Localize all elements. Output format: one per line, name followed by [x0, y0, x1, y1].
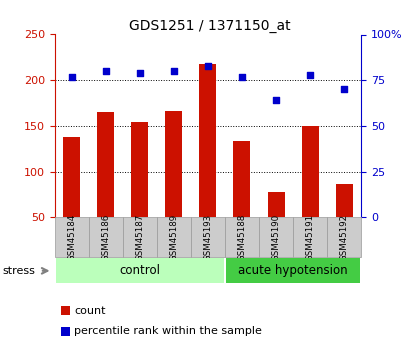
Bar	[225, 217, 259, 257]
Bar	[259, 217, 293, 257]
Bar	[157, 217, 191, 257]
Point	[171, 68, 177, 74]
Point	[341, 87, 347, 92]
Text: count: count	[74, 306, 106, 315]
Text: GSM45186: GSM45186	[101, 214, 110, 261]
Bar	[131, 122, 148, 263]
Point	[102, 68, 109, 74]
Bar	[97, 112, 114, 263]
Bar	[234, 140, 250, 263]
Bar	[327, 217, 361, 257]
Bar	[226, 258, 360, 283]
Point	[273, 98, 279, 103]
Point	[239, 74, 245, 79]
Point	[307, 72, 313, 78]
Text: acute hypotension: acute hypotension	[238, 264, 348, 277]
Text: GDS1251 / 1371150_at: GDS1251 / 1371150_at	[129, 19, 291, 33]
Bar	[123, 217, 157, 257]
Text: GSM45184: GSM45184	[67, 214, 76, 261]
Bar	[268, 192, 285, 263]
Text: GSM45193: GSM45193	[203, 214, 213, 261]
Point	[205, 63, 211, 68]
Text: GSM45191: GSM45191	[306, 214, 315, 261]
Text: GSM45189: GSM45189	[169, 214, 178, 261]
Bar	[293, 217, 327, 257]
Text: control: control	[119, 264, 160, 277]
Text: GSM45188: GSM45188	[237, 214, 247, 261]
Bar	[55, 217, 89, 257]
Text: stress: stress	[2, 266, 35, 276]
Bar	[200, 64, 216, 263]
Bar	[89, 217, 123, 257]
Bar	[302, 126, 319, 263]
Point	[68, 74, 75, 79]
Text: GSM45192: GSM45192	[340, 214, 349, 261]
Text: GSM45190: GSM45190	[272, 214, 281, 261]
Text: GSM45187: GSM45187	[135, 214, 144, 261]
Point	[136, 70, 143, 76]
Bar	[56, 258, 223, 283]
Bar	[191, 217, 225, 257]
Bar	[63, 137, 80, 263]
Bar	[336, 185, 353, 263]
Text: percentile rank within the sample: percentile rank within the sample	[74, 326, 262, 336]
Bar	[165, 111, 182, 263]
